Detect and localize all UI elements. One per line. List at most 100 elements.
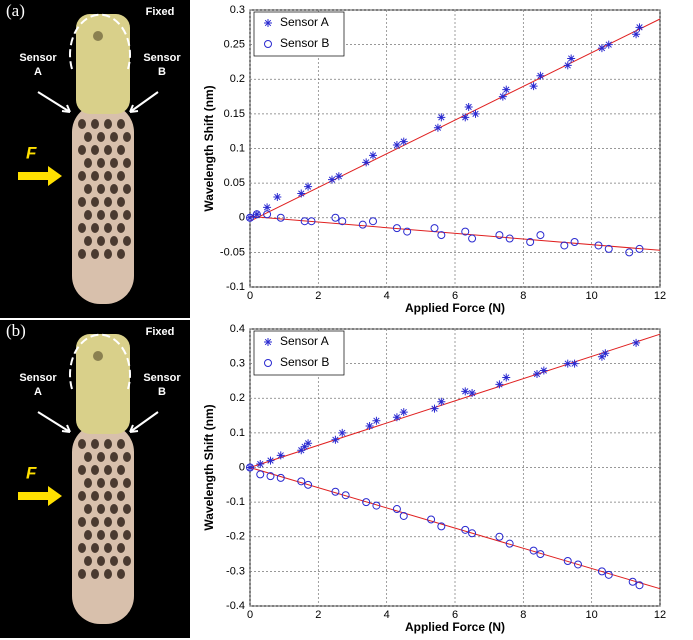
sensor-hole xyxy=(104,223,112,233)
sensor-hole xyxy=(117,145,125,155)
legend-box xyxy=(253,11,345,57)
point xyxy=(437,113,446,122)
sensor-head xyxy=(76,334,130,434)
point xyxy=(372,416,381,425)
sensor-hole xyxy=(123,452,131,462)
point xyxy=(529,82,538,91)
sensor-hole xyxy=(97,504,105,514)
sensor-hole xyxy=(97,236,105,246)
arrow xyxy=(37,91,71,113)
point xyxy=(495,231,504,240)
sensor-hole xyxy=(110,184,118,194)
sensor-hole xyxy=(84,158,92,168)
point xyxy=(430,224,439,233)
legend-marker xyxy=(264,359,272,367)
point xyxy=(334,172,343,181)
point xyxy=(632,30,641,39)
sensor-head xyxy=(76,14,130,114)
sensor-hole xyxy=(104,171,112,181)
point xyxy=(594,241,603,250)
point xyxy=(604,244,613,253)
x-tick-label: 12 xyxy=(654,609,666,621)
legend-marker xyxy=(264,40,272,48)
sensor-hole xyxy=(78,517,86,527)
y-tick-label: -0.1 xyxy=(226,496,245,508)
point xyxy=(372,501,381,510)
y-axis-label: Wavelength Shift (nm) xyxy=(202,85,216,211)
point xyxy=(399,137,408,146)
sensor-hole xyxy=(104,491,112,501)
sensor-hole xyxy=(97,158,105,168)
fit-line xyxy=(249,215,661,251)
point xyxy=(635,581,644,590)
sensor-hole xyxy=(91,197,99,207)
sensor-hole xyxy=(97,210,105,220)
point xyxy=(266,456,275,465)
panel-label: (a) xyxy=(6,1,25,20)
fit-line xyxy=(249,18,661,222)
arrow xyxy=(37,411,71,433)
point xyxy=(338,428,347,437)
point xyxy=(468,234,477,243)
photo-label: F xyxy=(26,463,37,482)
point xyxy=(369,217,377,226)
sensor-hole xyxy=(123,236,131,246)
arrow xyxy=(129,91,159,113)
x-axis-label: Applied Force (N) xyxy=(405,620,505,634)
point xyxy=(304,439,313,448)
sensor-hole xyxy=(97,478,105,488)
sensor-hole xyxy=(84,504,92,514)
point xyxy=(502,85,511,94)
y-tick-label: 0.1 xyxy=(230,427,245,439)
photo-label: B xyxy=(158,386,166,398)
point xyxy=(300,442,309,451)
sensor-hole xyxy=(78,465,86,475)
point xyxy=(601,349,610,358)
x-tick-label: 6 xyxy=(452,290,458,302)
photo-label: A xyxy=(34,386,42,398)
sensor-hole xyxy=(123,132,131,142)
y-tick-label: 0.1 xyxy=(230,142,245,154)
point xyxy=(574,560,582,569)
x-tick-label: 12 xyxy=(654,290,666,302)
fit-line xyxy=(249,467,661,590)
y-tick-label: 0.3 xyxy=(230,358,245,370)
x-tick-label: 8 xyxy=(520,290,526,302)
point xyxy=(526,237,535,246)
sensor-hole xyxy=(84,556,92,566)
fit-line xyxy=(249,333,661,468)
photo-label: Sensor xyxy=(143,372,181,384)
point xyxy=(297,446,306,455)
point xyxy=(437,397,446,406)
sensor-hole xyxy=(110,530,118,540)
sensor-hole xyxy=(110,210,118,220)
point xyxy=(331,213,340,222)
sensor-hole xyxy=(97,556,105,566)
point xyxy=(307,217,316,226)
sensor-hole xyxy=(91,119,99,129)
point xyxy=(358,220,367,229)
point xyxy=(304,480,313,489)
sensor-hole xyxy=(117,465,125,475)
point xyxy=(597,567,606,576)
x-axis-label: Applied Force (N) xyxy=(405,301,505,315)
sensor-hole xyxy=(91,223,99,233)
sensor-hole xyxy=(78,171,86,181)
photo-label: A xyxy=(34,66,42,78)
legend-label: Sensor B xyxy=(280,36,329,50)
sensor-hole xyxy=(91,171,99,181)
sensor-hole xyxy=(84,236,92,246)
point xyxy=(392,505,401,514)
x-tick-label: 10 xyxy=(586,609,598,621)
photo-label: Sensor xyxy=(19,52,57,64)
x-tick-label: 4 xyxy=(384,609,390,621)
sensor-hole xyxy=(78,223,86,233)
point xyxy=(498,92,507,101)
point xyxy=(263,203,272,212)
point xyxy=(246,463,254,472)
point xyxy=(495,380,504,389)
sensor-hole xyxy=(117,249,125,259)
sensor-hole xyxy=(110,236,118,246)
point xyxy=(252,210,261,219)
